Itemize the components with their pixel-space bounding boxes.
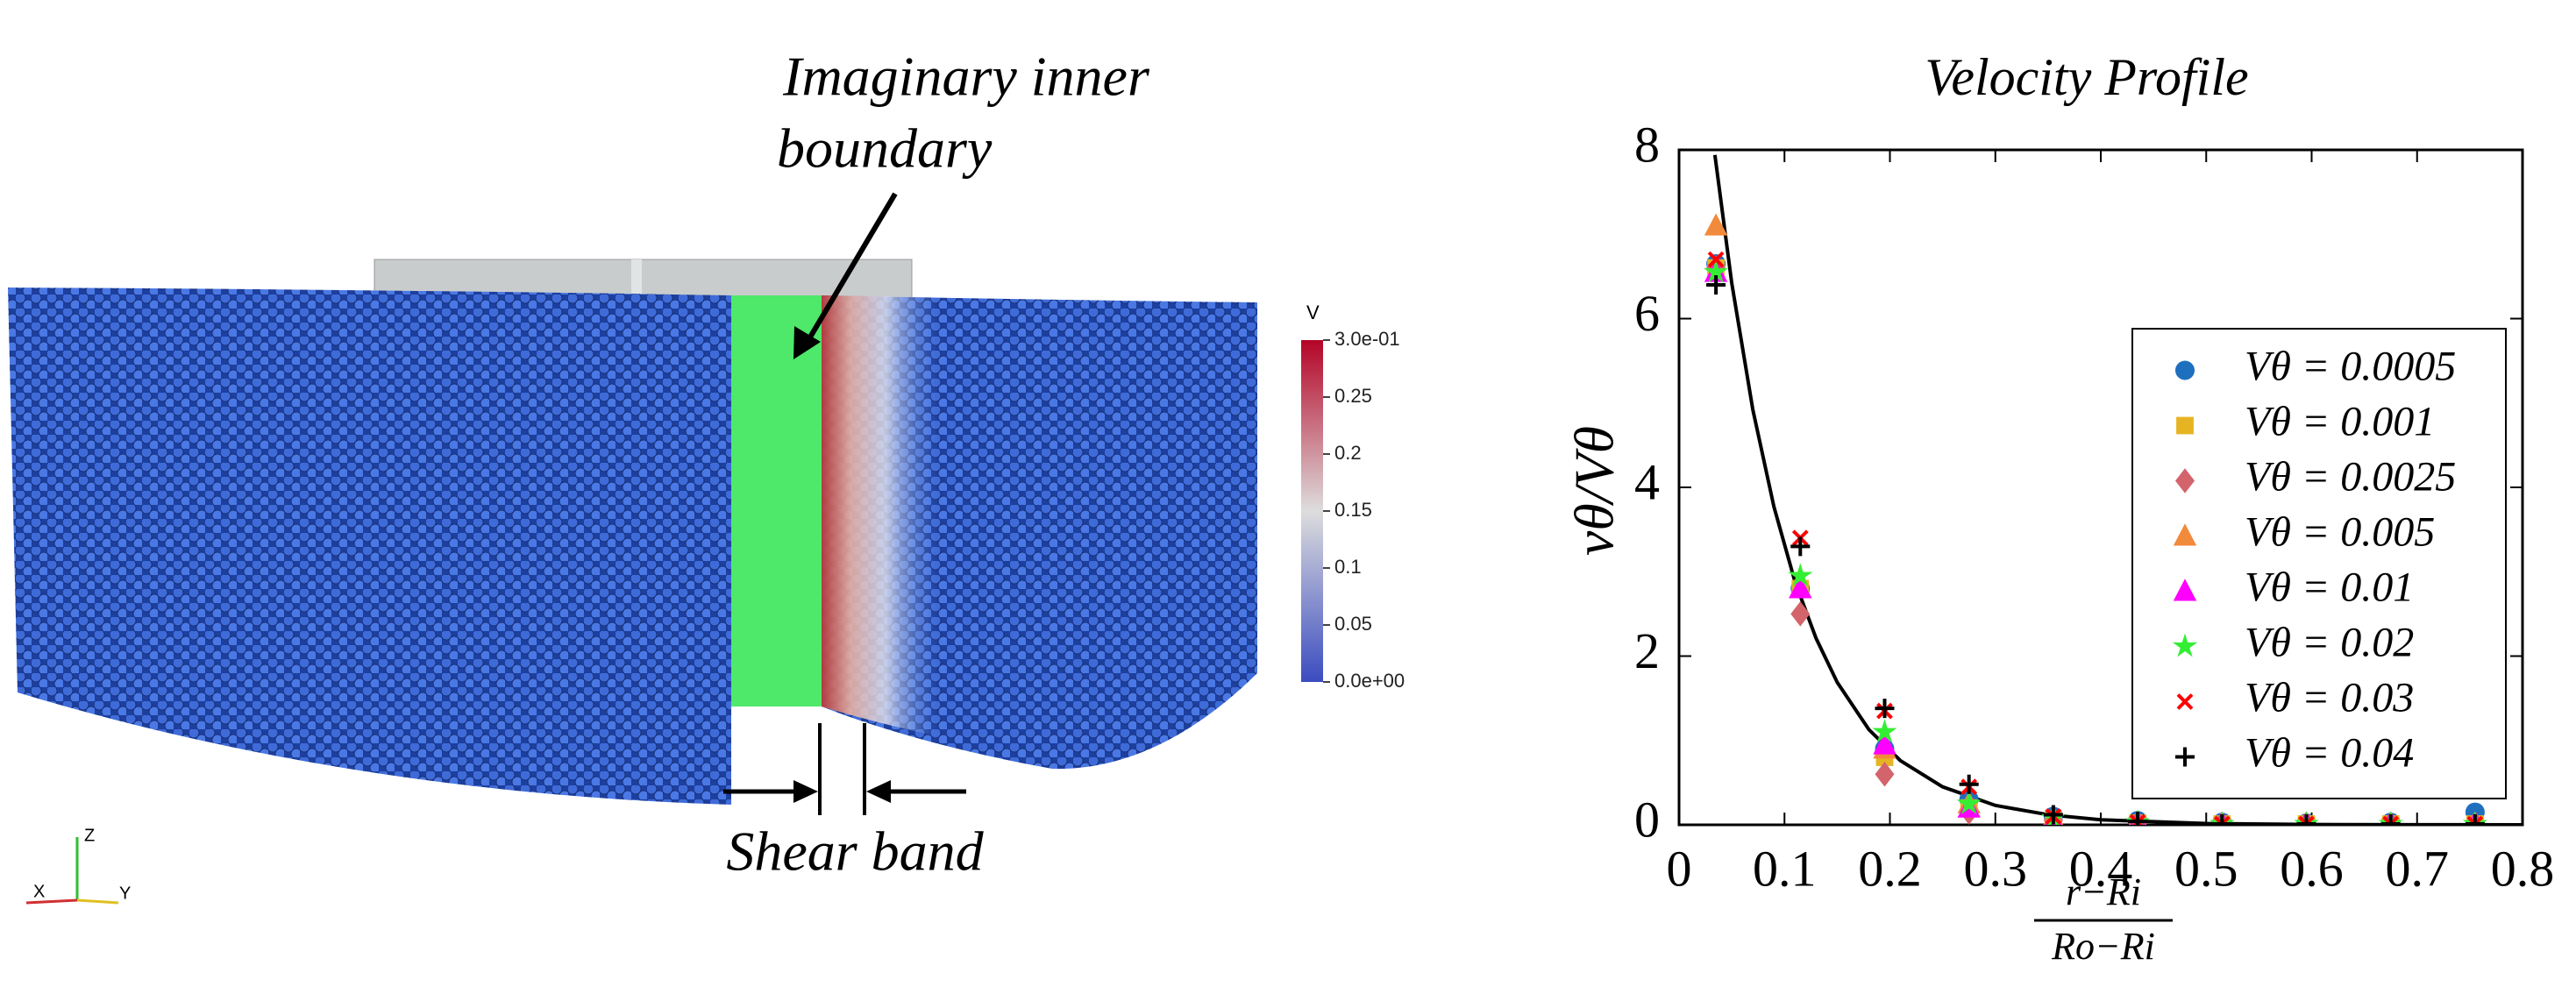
marker [2465, 814, 2485, 825]
marker [1872, 719, 1897, 743]
colorbar-tick-label: 3.0e-01 [1334, 328, 1400, 350]
marker [1875, 761, 1895, 787]
legend-label: Vθ = 0.0005 [2245, 344, 2456, 390]
marker [1706, 275, 1726, 295]
legend-label: Vθ = 0.03 [2245, 675, 2414, 721]
triad-axis [76, 898, 119, 905]
marker [2128, 812, 2148, 825]
x-tick-label: 0.2 [1858, 840, 1922, 897]
legend-label: Vθ = 0.0025 [2245, 454, 2456, 501]
colorbar-tick-label: 0.15 [1334, 499, 1372, 521]
legend-marker [2176, 693, 2194, 710]
legend-marker [2173, 523, 2197, 546]
arrow-head [793, 780, 818, 803]
arrow [806, 192, 898, 342]
legend-marker [2175, 360, 2195, 380]
inner-boundary-plane [731, 295, 822, 706]
legend-marker [2175, 468, 2195, 493]
legend-label: Vθ = 0.04 [2245, 730, 2414, 777]
legend-label: Vθ = 0.01 [2245, 564, 2414, 611]
marker [1707, 251, 1725, 268]
fit-curve [1712, 154, 2523, 825]
colorbar-tick-label: 0.1 [1334, 556, 1362, 578]
annotation: Imaginary inner [782, 46, 1150, 108]
x-tick-label: 0.8 [2491, 840, 2555, 897]
triad-label: Y [119, 884, 131, 903]
triad-label: X [33, 882, 45, 901]
colorbar-tick-label: 0.0e+00 [1334, 670, 1405, 692]
y-tick-label: 6 [1634, 285, 1660, 342]
x-tick-label: 0.3 [1964, 840, 2028, 897]
marker [1959, 774, 1979, 794]
triad-axis [25, 898, 78, 905]
x-axis-label: Ro−Ri [2051, 925, 2155, 968]
marker [1875, 699, 1895, 719]
x-axis-label: r−Ri [2066, 870, 2141, 913]
simulation-render [8, 259, 1257, 805]
marker [1788, 563, 1813, 587]
marker [1873, 732, 1896, 755]
x-tick-label: 0.4 [2069, 840, 2133, 897]
marker [2043, 805, 2063, 825]
legend-label: Vθ = 0.02 [2245, 620, 2414, 666]
legend-marker [2173, 579, 2197, 601]
triad-label: Z [84, 826, 95, 845]
legend-box [2131, 328, 2507, 799]
y-tick-label: 8 [1634, 116, 1660, 173]
colorbar-tick-label: 0.25 [1334, 385, 1372, 407]
shear-band-coloring [822, 295, 938, 736]
legend-marker [2172, 633, 2198, 657]
plot-area [1703, 154, 2523, 825]
x-tick-label: 0.1 [1753, 840, 1817, 897]
x-tick-label: 0.5 [2174, 840, 2238, 897]
marker [2212, 814, 2232, 825]
legend-label: Vθ = 0.001 [2245, 399, 2435, 445]
marker [1790, 536, 1811, 557]
colorbar-tick-label: 0.05 [1334, 613, 1372, 635]
x-tick-label: 0.6 [2280, 840, 2344, 897]
y-axis-label: vθ/Vθ [1563, 426, 1626, 556]
marker [1790, 601, 1811, 627]
legend-label: Vθ = 0.005 [2245, 509, 2435, 556]
y-tick-label: 0 [1634, 791, 1660, 848]
marker [1956, 791, 1982, 814]
legend-marker [2175, 747, 2195, 767]
marker [1703, 259, 1729, 283]
colorbar-title: V [1306, 302, 1320, 323]
axes-triad: Z Y X [25, 826, 131, 905]
chart-title: Velocity Profile [1925, 48, 2248, 106]
marker [1789, 576, 1812, 599]
annotation: Shear band [726, 820, 984, 883]
x-tick-label: 0 [1667, 840, 1692, 897]
arrow-head [793, 326, 821, 359]
colorbar-tick-label: 0.2 [1334, 442, 1362, 464]
marker [1704, 213, 1728, 236]
marker [2296, 814, 2316, 825]
y-tick-label: 2 [1634, 622, 1660, 679]
annotation: boundary [777, 117, 993, 180]
legend-marker [2176, 416, 2194, 435]
marker [2380, 814, 2401, 825]
top-plate-joint [631, 259, 642, 298]
colorbar [1301, 340, 1323, 682]
x-tick-label: 0.7 [2386, 840, 2450, 897]
y-tick-label: 4 [1634, 453, 1660, 510]
arrow-head [866, 780, 891, 803]
particles-left [8, 288, 731, 805]
